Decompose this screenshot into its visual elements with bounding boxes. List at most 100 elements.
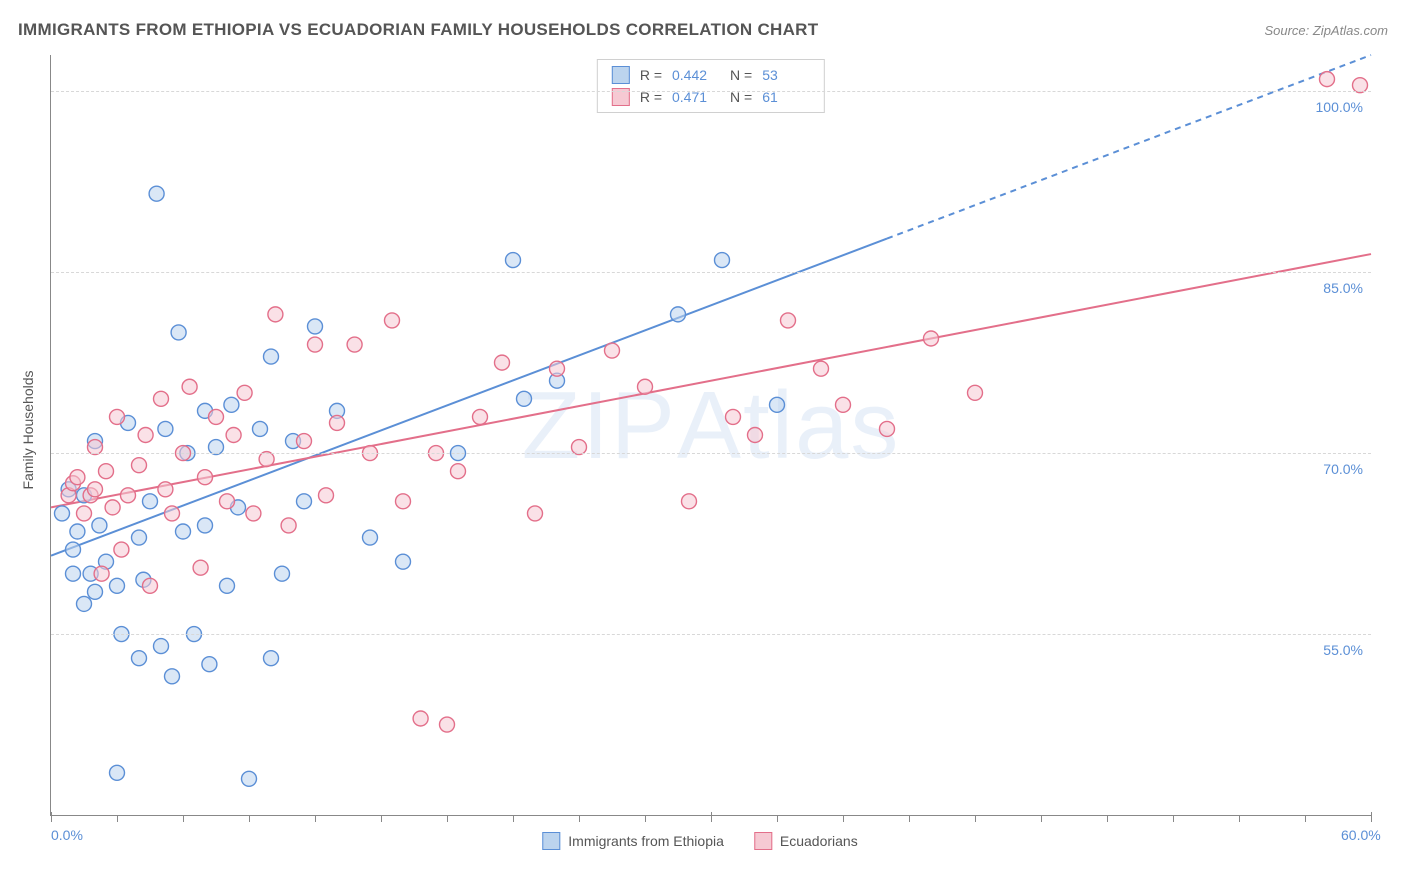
data-point	[193, 560, 208, 575]
data-point	[242, 771, 257, 786]
data-point	[154, 391, 169, 406]
data-point	[814, 361, 829, 376]
data-point	[253, 421, 268, 436]
data-point	[226, 428, 241, 443]
data-point	[924, 331, 939, 346]
data-point	[330, 415, 345, 430]
data-point	[88, 482, 103, 497]
data-point	[132, 458, 147, 473]
x-tick	[381, 815, 382, 822]
data-point	[715, 253, 730, 268]
plot-area: ZIPAtlas R =0.442N =53R =0.471N =61 55.0…	[50, 55, 1371, 816]
data-point	[158, 482, 173, 497]
data-point	[682, 494, 697, 509]
x-tick	[447, 815, 448, 822]
data-point	[55, 506, 70, 521]
data-point	[158, 421, 173, 436]
data-point	[440, 717, 455, 732]
data-point	[396, 494, 411, 509]
legend-r-value: 0.442	[672, 67, 720, 83]
gridline	[51, 272, 1371, 273]
legend-n-label: N =	[730, 67, 752, 83]
data-point	[171, 325, 186, 340]
gridline	[51, 91, 1371, 92]
data-point	[176, 524, 191, 539]
data-point	[396, 554, 411, 569]
source-text: Source: ZipAtlas.com	[1264, 23, 1388, 38]
x-tick	[117, 815, 118, 822]
data-point	[202, 657, 217, 672]
legend-label: Ecuadorians	[780, 833, 858, 849]
data-point	[748, 428, 763, 443]
data-point	[220, 578, 235, 593]
data-point	[528, 506, 543, 521]
data-point	[77, 596, 92, 611]
data-point	[363, 530, 378, 545]
data-point	[143, 578, 158, 593]
data-point	[297, 494, 312, 509]
data-point	[165, 506, 180, 521]
x-tick	[1107, 815, 1108, 822]
data-point	[275, 566, 290, 581]
y-tick-label: 70.0%	[1323, 461, 1363, 477]
y-tick-label: 85.0%	[1323, 280, 1363, 296]
x-tick	[645, 815, 646, 822]
x-tick	[1041, 815, 1042, 822]
legend-r-label: R =	[640, 67, 662, 83]
data-point	[110, 765, 125, 780]
x-tick	[513, 815, 514, 822]
trend-line	[51, 254, 1371, 507]
data-point	[347, 337, 362, 352]
x-tick	[909, 815, 910, 822]
x-tick-label: 0.0%	[51, 827, 83, 843]
trend-line-dashed	[887, 55, 1371, 239]
x-tick	[777, 815, 778, 822]
data-point	[413, 711, 428, 726]
data-point	[198, 518, 213, 533]
x-tick	[975, 815, 976, 822]
y-tick-label: 100.0%	[1316, 99, 1363, 115]
data-point	[70, 470, 85, 485]
data-point	[132, 530, 147, 545]
x-tick	[1305, 815, 1306, 822]
data-point	[726, 409, 741, 424]
y-tick-label: 55.0%	[1323, 642, 1363, 658]
data-point	[264, 349, 279, 364]
legend-row: R = 0.442 N = 53	[598, 64, 824, 86]
data-point	[385, 313, 400, 328]
data-point	[198, 470, 213, 485]
x-tick	[711, 812, 712, 822]
data-point	[246, 506, 261, 521]
data-point	[319, 488, 334, 503]
x-tick	[1173, 815, 1174, 822]
correlation-legend: R = 0.442 N = 53 R =0.471N =61	[597, 59, 825, 113]
data-point	[110, 409, 125, 424]
data-point	[451, 464, 466, 479]
data-point	[308, 337, 323, 352]
y-axis-title: Family Households	[20, 370, 36, 489]
series-legend: Immigrants from Ethiopia Ecuadorians	[542, 832, 857, 850]
legend-row: R =0.471N =61	[598, 86, 824, 108]
data-point	[143, 494, 158, 509]
data-point	[1320, 72, 1335, 87]
legend-n-value: 53	[762, 67, 810, 83]
data-point	[66, 542, 81, 557]
gridline	[51, 453, 1371, 454]
x-tick-label: 60.0%	[1341, 827, 1381, 843]
data-point	[281, 518, 296, 533]
legend-item: Ecuadorians	[754, 832, 858, 850]
data-point	[880, 421, 895, 436]
data-point	[114, 542, 129, 557]
x-tick	[1239, 815, 1240, 822]
x-tick	[843, 815, 844, 822]
data-point	[517, 391, 532, 406]
data-point	[165, 669, 180, 684]
legend-label: Immigrants from Ethiopia	[568, 833, 724, 849]
data-point	[268, 307, 283, 322]
legend-swatch	[754, 832, 772, 850]
data-point	[66, 566, 81, 581]
data-point	[671, 307, 686, 322]
data-point	[149, 186, 164, 201]
chart-svg	[51, 55, 1371, 815]
data-point	[550, 361, 565, 376]
